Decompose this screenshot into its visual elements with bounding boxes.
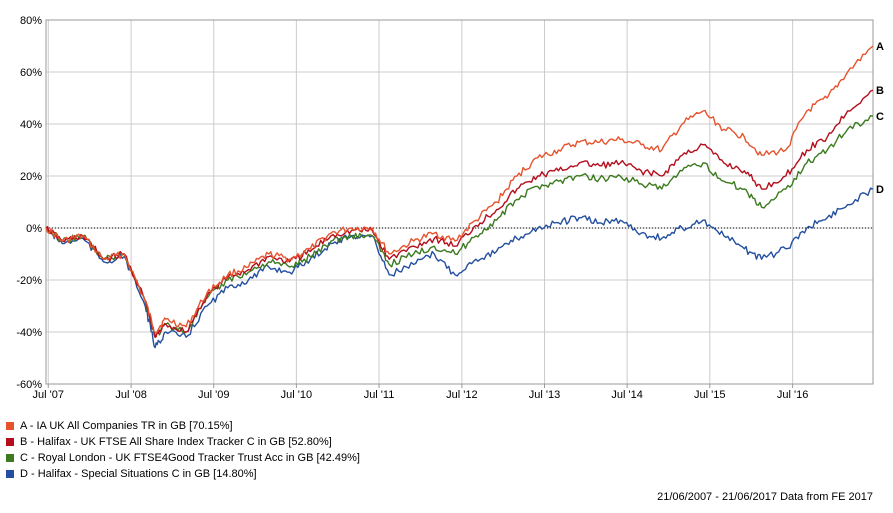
legend: A - IA UK All Companies TR in GB [70.15%… bbox=[6, 418, 360, 482]
x-tick-label: Jul '13 bbox=[529, 389, 560, 400]
legend-label-b: B - Halifax - UK FTSE All Share Index Tr… bbox=[20, 436, 332, 448]
legend-swatch-a bbox=[6, 422, 14, 430]
x-tick-label: Jul '15 bbox=[694, 389, 725, 400]
legend-item-d: D - Halifax - Special Situations C in GB… bbox=[6, 466, 360, 482]
data-source-footer: 21/06/2007 - 21/06/2017 Data from FE 201… bbox=[657, 491, 873, 503]
y-tick-label: 40% bbox=[20, 119, 42, 131]
y-tick-label: -20% bbox=[16, 275, 42, 287]
x-tick-label: Jul '11 bbox=[364, 389, 395, 400]
grid-lines bbox=[46, 19, 873, 385]
legend-swatch-d bbox=[6, 470, 14, 478]
x-tick-label: Jul '08 bbox=[115, 389, 146, 400]
series-end-labels: D C B A bbox=[876, 41, 884, 196]
legend-label-d: D - Halifax - Special Situations C in GB… bbox=[20, 468, 257, 480]
series-line-c bbox=[45, 115, 874, 338]
legend-swatch-c bbox=[6, 454, 14, 462]
y-tick-label: 0% bbox=[26, 223, 42, 235]
legend-swatch-b bbox=[6, 438, 14, 446]
y-axis-labels: -60% -40% -20% 0% 20% 40% 60% 80% bbox=[16, 15, 42, 391]
x-tick-label: Jul '14 bbox=[611, 389, 642, 400]
series-end-label-c: C bbox=[876, 111, 884, 123]
legend-item-a: A - IA UK All Companies TR in GB [70.15%… bbox=[6, 418, 360, 434]
plot-frame bbox=[45, 19, 874, 385]
x-tick-label: Jul '10 bbox=[281, 389, 312, 400]
legend-label-c: C - Royal London - UK FTSE4Good Tracker … bbox=[20, 452, 360, 464]
legend-item-b: B - Halifax - UK FTSE All Share Index Tr… bbox=[6, 434, 360, 450]
y-tick-label: 20% bbox=[20, 171, 42, 183]
legend-label-a: A - IA UK All Companies TR in GB [70.15%… bbox=[20, 420, 233, 432]
y-tick-label: 60% bbox=[20, 67, 42, 79]
series-line-a bbox=[45, 45, 874, 334]
series-end-label-b: B bbox=[876, 85, 884, 97]
x-tick-label: Jul '07 bbox=[33, 389, 64, 400]
series-line-d bbox=[45, 187, 874, 349]
legend-item-c: C - Royal London - UK FTSE4Good Tracker … bbox=[6, 450, 360, 466]
series-end-label-a: A bbox=[876, 41, 884, 53]
series-end-label-d: D bbox=[876, 184, 884, 196]
x-tick-label: Jul '12 bbox=[446, 389, 477, 400]
series-line-b bbox=[45, 89, 874, 338]
y-tick-label: -40% bbox=[16, 327, 42, 339]
series-lines bbox=[45, 45, 874, 349]
x-tick-label: Jul '16 bbox=[777, 389, 808, 400]
y-tick-label: -60% bbox=[16, 379, 42, 391]
y-tick-label: 80% bbox=[20, 15, 42, 27]
x-tick-label: Jul '09 bbox=[198, 389, 229, 400]
x-axis-labels: Jul '07 Jul '08 Jul '09 Jul '10 Jul '11 Jul '… bbox=[33, 384, 808, 400]
line-chart: -60%-40%-20%0%20%40%60%80% Jul '07 Jul '0… bbox=[16, 15, 884, 400]
